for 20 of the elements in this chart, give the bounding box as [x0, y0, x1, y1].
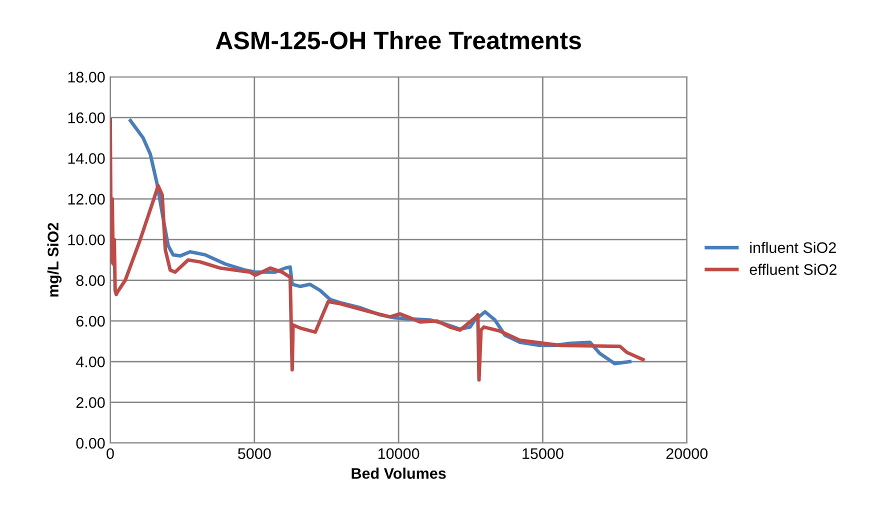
y-tick-label: 2.00: [76, 397, 105, 408]
y-tick-label: 18.00: [68, 72, 105, 83]
x-tick-label: 10000: [378, 448, 420, 460]
x-tick-label: 20000: [666, 448, 708, 460]
y-tick-label: 6.00: [76, 316, 105, 327]
y-tick-label: 0.00: [76, 438, 105, 449]
x-tick-label: 5000: [238, 448, 271, 460]
x-tick-label: 0: [106, 448, 114, 460]
y-axis-title: mg/L SiO2: [47, 222, 62, 297]
chart-title: ASM-125-OH Three Treatments: [216, 30, 581, 50]
y-tick-label: 8.00: [76, 275, 105, 286]
y-tick-label: 12.00: [68, 194, 105, 205]
y-tick-label: 4.00: [76, 356, 105, 368]
legend-label: effluent SiO2: [750, 264, 836, 275]
x-axis-title: Bed Volumes: [352, 468, 446, 479]
legend-label: influent SiO2: [750, 242, 836, 254]
y-tick-label: 16.00: [68, 112, 105, 124]
y-tick-label: 10.00: [68, 234, 105, 246]
x-tick-label: 15000: [522, 448, 564, 460]
y-tick-label: 14.00: [68, 153, 105, 164]
